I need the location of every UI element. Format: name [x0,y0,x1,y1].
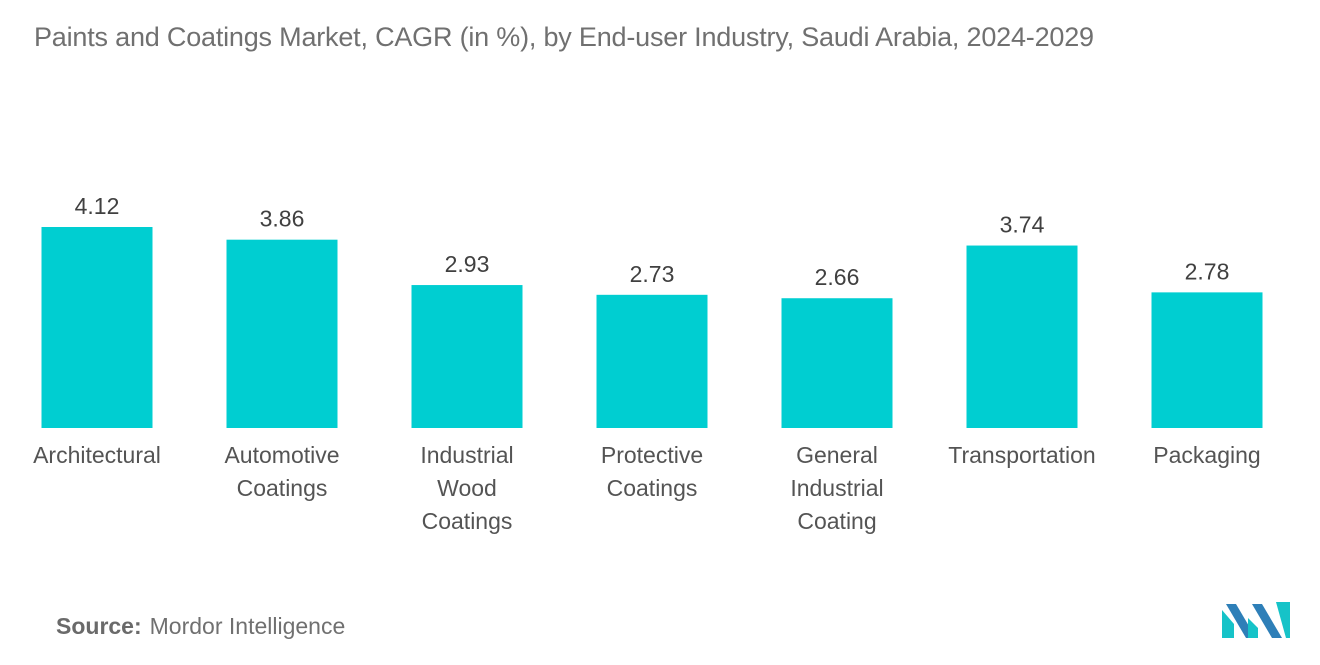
category-label-line: Automotive [224,442,339,468]
bar-0 [41,227,153,428]
source-note: Source: Mordor Intelligence [56,613,345,640]
category-label-line: Coatings [422,508,513,534]
value-label-6: 2.78 [1185,258,1230,284]
value-label-3: 2.73 [630,261,675,287]
chart-title: Paints and Coatings Market, CAGR (in %),… [34,22,1094,52]
bar-chart: 4.12 Architectural 3.86 Automotive Coatings 2… [33,193,1263,534]
bar-6 [1151,292,1263,428]
source-text: Mordor Intelligence [149,613,346,639]
category-label-3: Protective Coatings [601,442,703,501]
category-label-line: Industrial [420,442,513,468]
category-label-0: Architectural [33,442,161,468]
bar-3 [596,294,708,428]
mordor-intelligence-logo-icon [1222,602,1290,638]
category-label-line: Coatings [237,475,328,501]
category-label-line: Protective [601,442,703,468]
bar-2 [411,285,523,428]
category-label-line: Industrial [790,475,883,501]
category-label-line: Coating [797,508,876,534]
category-label-6: Packaging [1153,442,1260,468]
category-label-line: General [796,442,878,468]
value-label-4: 2.66 [815,264,860,290]
bar-5 [966,245,1078,428]
category-label-line: Wood [437,475,497,501]
value-label-0: 4.12 [75,193,120,219]
category-label-1: Automotive Coatings [224,442,339,501]
bar-4 [781,298,893,428]
value-label-5: 3.74 [1000,212,1045,238]
category-label-line: Transportation [948,442,1095,468]
value-label-2: 2.93 [445,251,490,277]
category-label-2: Industrial Wood Coatings [420,442,513,534]
category-label-line: Packaging [1153,442,1260,468]
bar-1 [226,239,338,428]
category-label-line: Architectural [33,442,161,468]
category-label-5: Transportation [948,442,1095,468]
source-label: Source: [56,613,142,639]
category-label-line: Coatings [607,475,698,501]
value-label-1: 3.86 [260,206,305,232]
category-label-4: General Industrial Coating [790,442,883,534]
